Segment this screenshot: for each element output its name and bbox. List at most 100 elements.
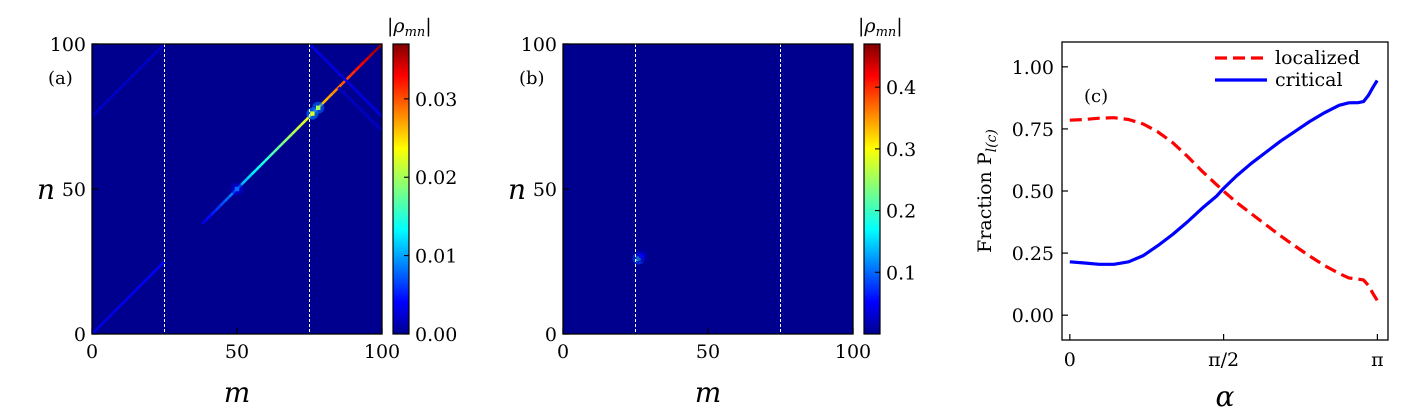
panel-label: (b) [519,68,545,89]
feature-antidiagonal-2 [355,90,360,94]
feature-antidiagonal-4 [366,115,370,119]
feature-diagonal-1 [105,316,110,321]
panel-label: (a) [48,68,73,89]
feature-antidiagonal-4 [349,98,353,102]
feature-antidiagonal-4 [356,105,359,108]
feature-diagonal-0 [214,204,222,212]
feature-diagonal-0 [349,70,356,77]
series-line-critical [1069,79,1379,266]
heatmap-background [563,44,853,334]
feature-antidiagonal-2 [315,50,320,54]
feature-antidiagonal-3 [116,88,121,93]
line-panel-c: 0 π/2 π 0.00 0.25 0.50 0.75 1.00 α Fraction Pl(c)… [974,41,1389,413]
feature-antidiagonal-4 [343,92,346,95]
y-axis-label: n [37,173,55,206]
feature-antidiagonal-4 [364,113,368,117]
feature-diagonal-1 [141,280,146,285]
feature-antidiagonal-2 [317,52,322,56]
feature-antidiagonal-3 [156,48,160,53]
feature-antidiagonal-3 [111,93,115,98]
feature-antidiagonal-3 [136,68,141,73]
feature-antidiagonal-4 [374,123,378,127]
feature-diagonal-0 [363,56,370,63]
x-axis-label: α [1216,380,1235,413]
feature-antidiagonal-4 [348,97,352,101]
feature-antidiagonal-2 [314,48,318,53]
feature-antidiagonal-3 [107,97,112,102]
x-axis-label: m [695,376,722,409]
feature-antidiagonal-4 [339,88,343,92]
feature-diagonal-1 [159,262,164,267]
feature-antidiagonal-4 [358,107,362,111]
feature-diagonal-1 [98,324,102,328]
feature-antidiagonal-3 [101,102,106,107]
x-tick-label: 100 [835,341,871,363]
legend-label: localized [1275,47,1360,69]
feature-diagonal-1 [136,285,141,290]
feature-antidiagonal-3 [158,46,162,51]
feature-antidiagonal-3 [145,59,150,64]
feature-diagonal-1 [94,327,99,332]
feature-diagonal-1 [156,266,160,270]
feature-antidiagonal-2 [332,66,336,71]
feature-antidiagonal-4 [352,101,356,105]
feature-antidiagonal-4 [375,124,379,128]
feature-diagonal-0 [372,47,379,54]
feature-diagonal-0 [255,164,262,171]
feature-diagonal-0 [210,209,217,216]
feature-antidiagonal-2 [319,53,324,58]
feature-diagonal-0 [345,74,352,81]
feature-antidiagonal-2 [344,79,349,83]
feature-diagonal-1 [123,298,128,303]
feature-antidiagonal-4 [365,114,369,118]
feature-antidiagonal-2 [323,57,327,62]
heatmap-panel-a: 0 50 100 0 50 100 m n (a) 0.00 0.01 0.02 0.03 |ρmn| [37,15,457,409]
feature-antidiagonal-4 [377,126,381,130]
feature-diagonal-1 [154,267,159,272]
feature-antidiagonal-2 [341,75,345,80]
heatmap-panel-b: 0 50 100 0 50 100 m n (b) 0.1 0.2 0.3 0.4 |ρmn| [508,15,916,409]
feature-antidiagonal-4 [369,118,373,122]
feature-antidiagonal-4 [351,100,355,104]
feature-antidiagonal-4 [340,89,344,93]
feature-antidiagonal-2 [353,88,358,93]
feature-antidiagonal-2 [359,93,363,98]
feature-diagonal-1 [147,275,151,279]
colorbar [392,43,410,335]
y-axis-label: Fraction Pl(c) [974,129,1000,253]
feature-antidiagonal-4 [357,106,361,110]
feature-diagonal-1 [143,278,148,283]
feature-diagonal-0 [201,218,208,225]
feature-antidiagonal-2 [310,44,315,49]
feature-antidiagonal-2 [375,110,380,114]
colorbar-tick-label: 0.2 [886,201,916,223]
feature-antidiagonal-2 [330,64,334,69]
feature-antidiagonal-2 [361,95,365,100]
feature-antidiagonal-2 [312,46,316,51]
feature-antidiagonal-4 [341,90,345,94]
feature-antidiagonal-2 [321,55,325,60]
feature-antidiagonal-3 [96,108,101,112]
feature-antidiagonal-3 [159,44,164,49]
feature-antidiagonal-4 [371,120,375,124]
feature-diagonal-1 [109,313,113,317]
feature-antidiagonal-3 [130,73,135,78]
feature-diagonal-1 [132,289,137,294]
hotspot [639,253,644,258]
feature-diagonal-0 [327,92,334,99]
feature-diagonal-1 [130,291,135,296]
feature-antidiagonal-4 [353,102,357,106]
feature-antidiagonal-3 [154,50,159,54]
feature-antidiagonal-4 [363,112,367,116]
feature-antidiagonal-2 [346,81,351,85]
feature-antidiagonal-3 [94,110,99,114]
feature-antidiagonal-3 [103,101,108,105]
feature-antidiagonal-4 [373,122,377,126]
feature-antidiagonal-3 [121,82,126,87]
feature-antidiagonal-2 [335,70,340,74]
feature-antidiagonal-3 [129,75,133,80]
series-line-localized [1069,116,1379,302]
feature-antidiagonal-2 [348,82,353,87]
x-tick-label: 50 [696,341,720,363]
feature-antidiagonal-3 [112,92,117,96]
